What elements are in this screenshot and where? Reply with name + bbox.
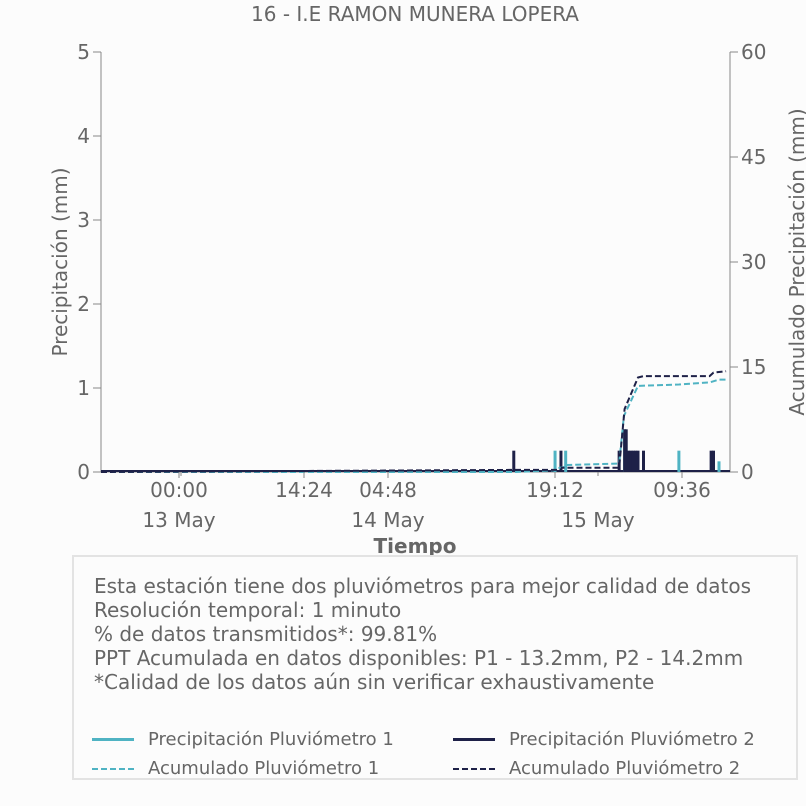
x-date-label: 14 May [351,508,424,532]
y2-tick-label: 30 [741,250,766,274]
y2-tick-label: 45 [741,145,766,169]
legend-label: Precipitación Pluviómetro 2 [509,729,755,750]
x-tick-label: 14:24 [275,478,333,502]
y2-tick-label: 15 [741,355,766,379]
x-date-label: 13 May [142,508,215,532]
legend-item-acum-p1: Acumulado Pluviómetro 1 [92,758,379,779]
legend-item-precip-p1: Precipitación Pluviómetro 1 [92,729,394,750]
legend: Precipitación Pluviómetro 1 Precipitació… [92,729,792,789]
x-tick-label: 09:36 [653,478,711,502]
y2-tick-label: 0 [741,460,754,484]
legend-swatch-dashed [453,767,495,770]
info-line: Esta estación tiene dos pluviómetros par… [94,574,752,598]
chart-title: 16 - I.E RAMON MUNERA LOPERA [251,2,579,26]
x-date-label: 15 May [561,508,634,532]
marks-layer [100,370,730,473]
y-tick-label: 0 [77,460,90,484]
x-tick-label: 04:48 [359,478,417,502]
legend-label: Acumulado Pluviómetro 2 [509,758,741,779]
y-tick-label: 5 [77,40,90,64]
cumulative-line [100,370,727,473]
x-tick-label: 19:12 [526,478,584,502]
info-line: *Calidad de los datos aún sin verificar … [94,670,655,694]
y-tick-label: 4 [77,124,90,148]
legend-item-precip-p2: Precipitación Pluviómetro 2 [453,729,755,750]
legend-item-acum-p2: Acumulado Pluviómetro 2 [453,758,740,779]
legend-label: Acumulado Pluviómetro 1 [148,758,380,779]
y2-tick-label: 60 [741,40,766,64]
legend-label: Precipitación Pluviómetro 1 [148,729,394,750]
y-tick-label: 3 [77,208,90,232]
info-line: % de datos transmitidos*: 99.81% [94,622,438,646]
legend-swatch-dashed [92,767,134,770]
y-axis-label: Precipitación (mm) [48,167,72,356]
y2-axis-label: Acumulado Precipitación (mm) [785,108,806,415]
info-text: Esta estación tiene dos pluviómetros par… [94,574,751,694]
x-tick-label: 00:00 [150,478,208,502]
info-line: PPT Acumulada en datos disponibles: P1 -… [94,646,744,670]
info-line: Resolución temporal: 1 minuto [94,598,402,622]
info-box: Esta estación tiene dos pluviómetros par… [72,555,798,780]
y-tick-label: 1 [77,376,90,400]
legend-swatch-solid [453,738,495,741]
y-tick-label: 2 [77,292,90,316]
legend-swatch-solid [92,738,134,741]
x-axis-label: Tiempo [374,534,457,558]
